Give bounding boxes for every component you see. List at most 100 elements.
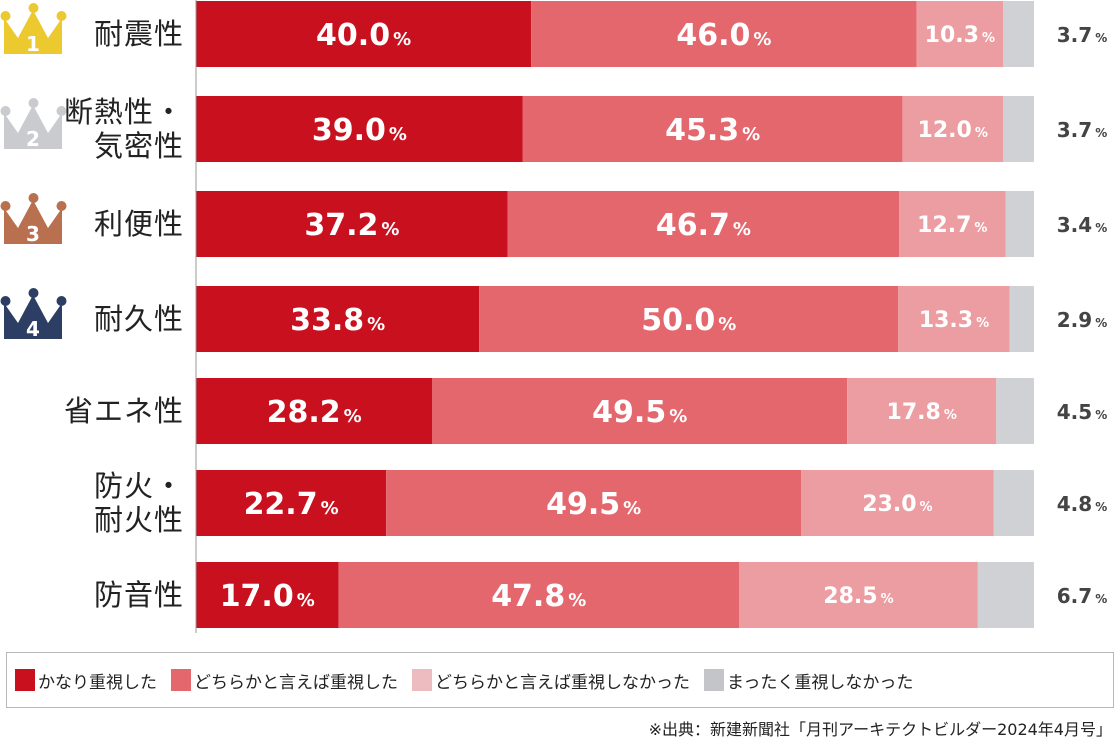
crown-jewel <box>0 11 11 21</box>
bar-segment <box>1009 286 1034 352</box>
data-label: 49.5% <box>592 395 687 430</box>
crown-jewel <box>0 296 11 306</box>
crown-jewel <box>56 296 67 306</box>
category-label: 耐久性 <box>94 302 184 336</box>
legend-label: どちらかと言えば重視した <box>194 672 398 693</box>
crown-jewel <box>28 98 39 108</box>
data-label: 2.9% <box>1057 308 1107 332</box>
bar-segment <box>196 562 339 628</box>
bar-segment <box>1002 96 1034 162</box>
legend-item: どちらかと言えば重視しなかった <box>412 668 690 693</box>
data-label: 12.0% <box>918 118 988 143</box>
legend-label: どちらかと言えば重視しなかった <box>435 672 690 693</box>
data-label: 3.4% <box>1057 213 1107 237</box>
data-label: 46.0% <box>676 18 771 53</box>
data-label: 47.8% <box>491 579 586 614</box>
data-label: 28.2% <box>267 395 362 430</box>
bar-segment <box>916 1 1003 67</box>
rank-number: 4 <box>26 317 40 341</box>
data-label: 46.7% <box>656 208 751 243</box>
bar-segment <box>338 562 740 628</box>
bar-segment <box>902 96 1003 162</box>
legend-item: かなり重視した <box>15 668 157 693</box>
bar-segment <box>196 286 480 352</box>
category-label: 防音性 <box>94 578 184 612</box>
bar-segment <box>522 96 903 162</box>
data-label: 37.2% <box>304 208 399 243</box>
legend-swatch <box>171 669 191 691</box>
crown-jewel <box>28 288 39 298</box>
data-label: 23.0% <box>862 492 932 517</box>
category-label: 利便性 <box>94 207 184 241</box>
data-label: 10.3% <box>925 23 995 48</box>
bar-segment <box>993 470 1034 536</box>
data-label: 4.8% <box>1057 492 1107 516</box>
bar-segment <box>977 562 1034 628</box>
rank-number: 2 <box>26 127 40 151</box>
rank-number: 1 <box>26 32 40 56</box>
data-label: 13.3% <box>919 308 989 333</box>
legend-label: まったく重視しなかった <box>727 672 914 693</box>
category-label: 耐震性 <box>94 17 184 51</box>
crown-shape <box>4 200 62 244</box>
data-label: 39.0% <box>312 113 407 148</box>
crown-rank-icon: 4 <box>0 288 67 341</box>
bar-segment <box>196 470 387 536</box>
crown-shape <box>4 295 62 339</box>
bar-segment <box>1002 1 1034 67</box>
crown-shape <box>4 105 62 149</box>
data-label: 45.3% <box>665 113 760 148</box>
bar-segment <box>801 470 994 536</box>
bar-segment <box>996 378 1034 444</box>
bar-segment <box>432 378 848 444</box>
category-label: 耐火性 <box>94 503 184 537</box>
bar-segment <box>739 562 978 628</box>
legend-label: かなり重視した <box>38 672 157 693</box>
bar-segment <box>847 378 997 444</box>
stacked-bar-chart: 1 耐震性 40.0% 46.0% 10.3% 3.7 % 2 断熱性・気密性 39.0% 45.3… <box>0 0 1107 633</box>
data-label: 28.5% <box>823 584 893 609</box>
crown-jewel <box>28 193 39 203</box>
data-label: 3.7% <box>1057 118 1107 142</box>
data-label: 17.0% <box>220 579 315 614</box>
legend-swatch <box>704 669 724 691</box>
data-label: 49.5% <box>546 487 641 522</box>
crown-jewel <box>0 106 11 116</box>
category-label: 気密性 <box>94 129 184 163</box>
data-label: 22.7% <box>244 487 339 522</box>
category-label: 省エネ性 <box>64 394 184 428</box>
crown-rank-icon: 3 <box>0 193 67 246</box>
legend-swatch <box>15 669 35 691</box>
crown-rank-icon: 1 <box>0 3 67 56</box>
crown-jewel <box>28 3 39 13</box>
bar-segment <box>899 191 1006 257</box>
bar-segment <box>1005 191 1034 257</box>
bar-segment <box>196 1 532 67</box>
rank-number: 3 <box>26 222 40 246</box>
category-label: 断熱性・ <box>64 95 184 129</box>
crown-jewel <box>56 11 67 21</box>
bar-segment <box>898 286 1010 352</box>
crown-shape <box>4 10 62 54</box>
crown-jewel <box>56 106 67 116</box>
data-label: 40.0% <box>316 18 411 53</box>
data-label: 6.7% <box>1057 584 1107 608</box>
legend-item: どちらかと言えば重視した <box>171 668 398 693</box>
crown-jewel <box>0 201 11 211</box>
crown-jewel <box>56 201 67 211</box>
legend: かなり重視した どちらかと言えば重視した どちらかと言えば重視しなかった まった… <box>6 652 1114 708</box>
legend-swatch <box>412 669 432 691</box>
crown-rank-icon: 2 <box>0 98 67 151</box>
bar-segment <box>196 378 433 444</box>
data-label: 3.7% <box>1057 23 1107 47</box>
data-label: 50.0% <box>641 303 736 338</box>
bar-segment <box>507 191 900 257</box>
data-label: 4.5% <box>1057 400 1107 424</box>
legend-item: まったく重視しなかった <box>704 668 913 693</box>
data-label: 33.8% <box>290 303 385 338</box>
bar-segment <box>196 191 508 257</box>
data-label: 17.8% <box>887 400 957 425</box>
bar-segment <box>531 1 917 67</box>
bar-segment <box>479 286 899 352</box>
source-note: ※出典：新建新聞社「月刊アーキテクトビルダー2024年4月号」 <box>648 720 1112 739</box>
